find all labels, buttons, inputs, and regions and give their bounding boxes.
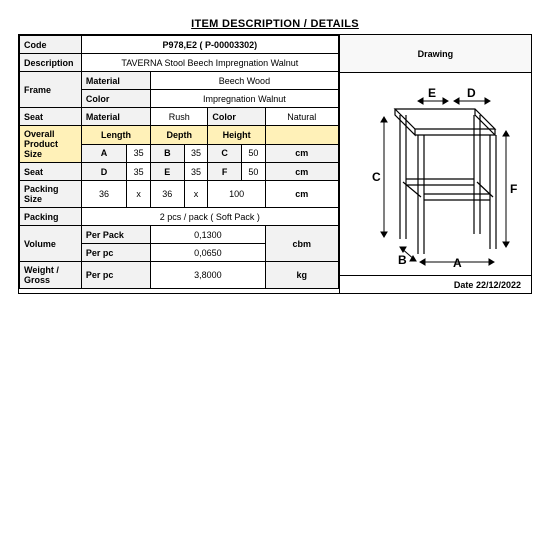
seat-material-label: Material xyxy=(81,108,150,126)
seat-color-label: Color xyxy=(208,108,265,126)
dim-D-label: D xyxy=(81,163,126,181)
drawing-panel: Drawing xyxy=(340,35,531,293)
weight-kg: kg xyxy=(265,262,338,289)
date-value: 22/12/2022 xyxy=(476,280,521,290)
frame-label: Frame xyxy=(20,72,82,108)
dim-D-value: 35 xyxy=(127,163,151,181)
depth-label: Depth xyxy=(151,126,208,145)
dim-F-label: F xyxy=(208,163,241,181)
weight-label: Weight / Gross xyxy=(20,262,82,289)
volume-label: Volume xyxy=(20,226,82,262)
spec-sheet: Code P978,E2 ( P-00003302) Description T… xyxy=(18,34,532,294)
per-pc-label: Per pc xyxy=(81,244,150,262)
seat-cm: cm xyxy=(265,163,338,181)
ps-x2: x xyxy=(184,181,208,208)
vol-per-pack-value: 0,1300 xyxy=(151,226,266,244)
drawing-body: A B C F E D xyxy=(340,73,531,275)
dl-B: B xyxy=(398,253,407,267)
dim-E-label: E xyxy=(151,163,185,181)
frame-color-label: Color xyxy=(81,90,150,108)
length-label: Length xyxy=(81,126,150,145)
description-value: TAVERNA Stool Beech Impregnation Walnut xyxy=(81,54,338,72)
per-pack-label: Per Pack xyxy=(81,226,150,244)
frame-material-label: Material xyxy=(81,72,150,90)
ops-cm: cm xyxy=(265,144,338,163)
ops-spacer xyxy=(265,126,338,145)
code-value: P978,E2 ( P-00003302) xyxy=(81,36,338,54)
spec-table-area: Code P978,E2 ( P-00003302) Description T… xyxy=(19,35,340,293)
vol-per-pc-value: 0,0650 xyxy=(151,244,266,262)
frame-material-value: Beech Wood xyxy=(151,72,339,90)
ps-l: 36 xyxy=(81,181,126,208)
date-label: Date xyxy=(454,280,474,290)
dim-A-label: A xyxy=(81,144,126,163)
ps-h: 100 xyxy=(208,181,265,208)
packing-size-label: Packing Size xyxy=(20,181,82,208)
dl-D: D xyxy=(467,86,476,100)
vol-cbm: cbm xyxy=(265,226,338,262)
dim-C-label: C xyxy=(208,144,241,163)
dim-F-value: 50 xyxy=(241,163,265,181)
frame-color-value: Impregnation Walnut xyxy=(151,90,339,108)
drawing-header: Drawing xyxy=(340,35,531,73)
ps-w: 36 xyxy=(151,181,185,208)
stool-drawing-icon: A B C F E D xyxy=(350,79,520,269)
page-title: ITEM DESCRIPTION / DETAILS xyxy=(18,18,532,30)
dim-A-value: 35 xyxy=(127,144,151,163)
dl-E: E xyxy=(428,86,436,100)
ops-label: Overall Product Size xyxy=(20,126,82,163)
code-label: Code xyxy=(20,36,82,54)
dim-E-value: 35 xyxy=(184,163,208,181)
packing-value: 2 pcs / pack ( Soft Pack ) xyxy=(81,208,338,226)
height-label: Height xyxy=(208,126,265,145)
description-label: Description xyxy=(20,54,82,72)
seat-color-value: Natural xyxy=(265,108,338,126)
dim-B-value: 35 xyxy=(184,144,208,163)
seat-material-value: Rush xyxy=(151,108,208,126)
dim-B-label: B xyxy=(151,144,185,163)
date-row: Date 22/12/2022 xyxy=(340,275,531,293)
dl-A: A xyxy=(453,256,462,269)
dl-F: F xyxy=(510,182,517,196)
ps-x1: x xyxy=(127,181,151,208)
dl-C: C xyxy=(372,170,381,184)
seat-label: Seat xyxy=(20,108,82,126)
seat-dim-label: Seat xyxy=(20,163,82,181)
dim-C-value: 50 xyxy=(241,144,265,163)
weight-per-pc-label: Per pc xyxy=(81,262,150,289)
packing-label: Packing xyxy=(20,208,82,226)
ps-cm: cm xyxy=(265,181,338,208)
weight-per-pc-value: 3,8000 xyxy=(151,262,266,289)
spec-table: Code P978,E2 ( P-00003302) Description T… xyxy=(19,35,339,289)
